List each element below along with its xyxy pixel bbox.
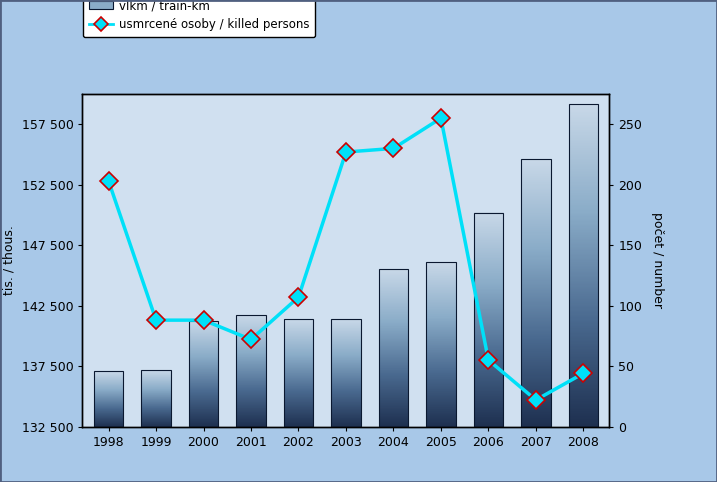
Bar: [379, 269, 408, 427]
Legend: vlkm / train-km, usmrcené osoby / killed persons: vlkm / train-km, usmrcené osoby / killed…: [83, 0, 315, 37]
Bar: [331, 319, 361, 427]
Bar: [284, 319, 313, 427]
Bar: [521, 159, 551, 427]
Bar: [141, 370, 171, 427]
Bar: [237, 315, 266, 427]
Bar: [426, 262, 455, 427]
Bar: [94, 371, 123, 427]
Bar: [569, 104, 598, 427]
Y-axis label: tis. / thous.: tis. / thous.: [3, 226, 16, 295]
Y-axis label: počet / number: počet / number: [651, 212, 664, 308]
Bar: [189, 321, 218, 427]
Bar: [474, 213, 503, 427]
